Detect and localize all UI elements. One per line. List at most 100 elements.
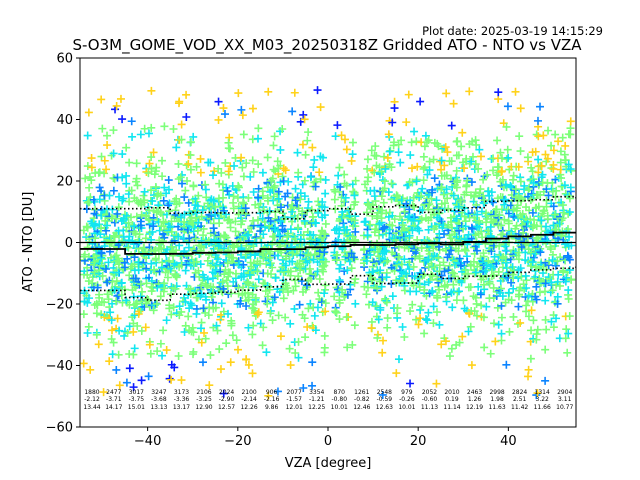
- scatter-point: [273, 157, 282, 166]
- scatter-point: [142, 279, 151, 288]
- scatter-point: [461, 246, 470, 255]
- scatter-point: [296, 195, 305, 204]
- scatter-point: [164, 176, 173, 185]
- scatter-point: [434, 253, 443, 262]
- scatter-point: [291, 184, 300, 193]
- scatter-point: [91, 234, 100, 243]
- scatter-point: [539, 131, 548, 140]
- scatter-point: [449, 99, 458, 108]
- scatter-point: [343, 343, 352, 352]
- scatter-point: [383, 153, 392, 162]
- y-tick-label: −60: [46, 421, 73, 436]
- scatter-point: [348, 254, 357, 263]
- scatter-point: [174, 99, 183, 108]
- scatter-point: [468, 137, 477, 146]
- bin-stat-n: 2100: [241, 389, 256, 396]
- bin-stat-n: 2024: [219, 389, 234, 396]
- scatter-point: [217, 168, 226, 177]
- scatter-point: [514, 162, 523, 171]
- scatter-point: [267, 270, 276, 279]
- scatter-point: [423, 256, 432, 265]
- bin-stat-std: 14.17: [105, 404, 122, 411]
- scatter-point: [174, 351, 183, 360]
- scatter-point: [542, 202, 551, 211]
- scatter-point: [263, 292, 272, 301]
- scatter-point: [231, 227, 240, 236]
- scatter-point: [420, 163, 429, 172]
- scatter-point: [342, 313, 351, 322]
- bin-stat-n: 1880: [84, 389, 99, 396]
- scatter-point: [383, 323, 392, 332]
- scatter-point: [321, 219, 330, 228]
- scatter-point: [105, 357, 114, 366]
- scatter-point: [268, 174, 277, 183]
- scatter-point: [254, 160, 263, 169]
- y-axis: −60 −40 −20 0 20 40 60: [46, 52, 80, 436]
- scatter-point: [314, 209, 323, 218]
- scatter-point: [95, 168, 104, 177]
- scatter-point: [122, 378, 131, 387]
- scatter-point: [476, 185, 485, 194]
- scatter-point: [437, 183, 446, 192]
- scatter-point: [532, 330, 541, 339]
- scatter-point: [364, 173, 373, 182]
- scatter-point: [160, 122, 169, 131]
- scatter-point: [541, 315, 550, 324]
- scatter-point: [390, 234, 399, 243]
- scatter-point: [87, 154, 96, 163]
- bin-stat-mean: -1.57: [286, 396, 302, 403]
- scatter-point: [433, 293, 442, 302]
- scatter-point: [227, 321, 236, 330]
- scatter-point: [308, 143, 317, 152]
- chart-title: S-O3M_GOME_VOD_XX_M03_20250318Z Gridded …: [72, 36, 582, 55]
- scatter-point: [566, 183, 575, 192]
- scatter-point: [408, 300, 417, 309]
- scatter-point: [239, 260, 248, 269]
- scatter-point: [449, 280, 458, 289]
- scatter-point: [376, 305, 385, 314]
- scatter-point: [101, 264, 110, 273]
- scatter-point: [95, 183, 104, 192]
- scatter-point: [566, 165, 575, 174]
- scatter-point: [372, 302, 381, 311]
- scatter-point: [477, 301, 486, 310]
- scatter-point: [472, 246, 481, 255]
- scatter-point: [382, 247, 391, 256]
- scatter-point: [509, 312, 518, 321]
- scatter-point: [445, 250, 454, 259]
- scatter-point: [271, 273, 280, 282]
- scatter-point: [214, 164, 223, 173]
- scatter-point: [300, 115, 309, 124]
- scatter-point: [309, 163, 318, 172]
- scatter-point: [380, 184, 389, 193]
- scatter-point: [276, 332, 285, 341]
- bin-stat-mean: -3.75: [129, 396, 145, 403]
- scatter-point: [166, 290, 175, 299]
- scatter-point: [125, 364, 134, 373]
- scatter-point: [472, 311, 481, 320]
- scatter-point: [82, 222, 91, 231]
- scatter-point: [218, 277, 227, 286]
- scatter-point: [340, 292, 349, 301]
- scatter-point: [494, 267, 503, 276]
- scatter-point: [113, 209, 122, 218]
- scatter-point: [264, 87, 273, 96]
- scatter-point: [172, 231, 181, 240]
- scatter-point: [269, 141, 278, 150]
- scatter-point: [172, 246, 181, 255]
- scatter-point: [420, 285, 429, 294]
- bin-stat-mean: -2.12: [84, 396, 100, 403]
- scatter-point: [446, 246, 455, 255]
- scatter-point: [308, 381, 317, 390]
- scatter-point: [523, 153, 532, 162]
- scatter-point: [233, 345, 242, 354]
- scatter-point: [473, 210, 482, 219]
- scatter-point: [102, 221, 111, 230]
- scatter-point: [139, 244, 148, 253]
- scatter-point: [458, 332, 467, 341]
- scatter-point: [363, 155, 372, 164]
- scatter-point: [181, 297, 190, 306]
- scatter-point: [503, 102, 512, 111]
- scatter-point: [522, 283, 531, 292]
- scatter-point: [171, 284, 180, 293]
